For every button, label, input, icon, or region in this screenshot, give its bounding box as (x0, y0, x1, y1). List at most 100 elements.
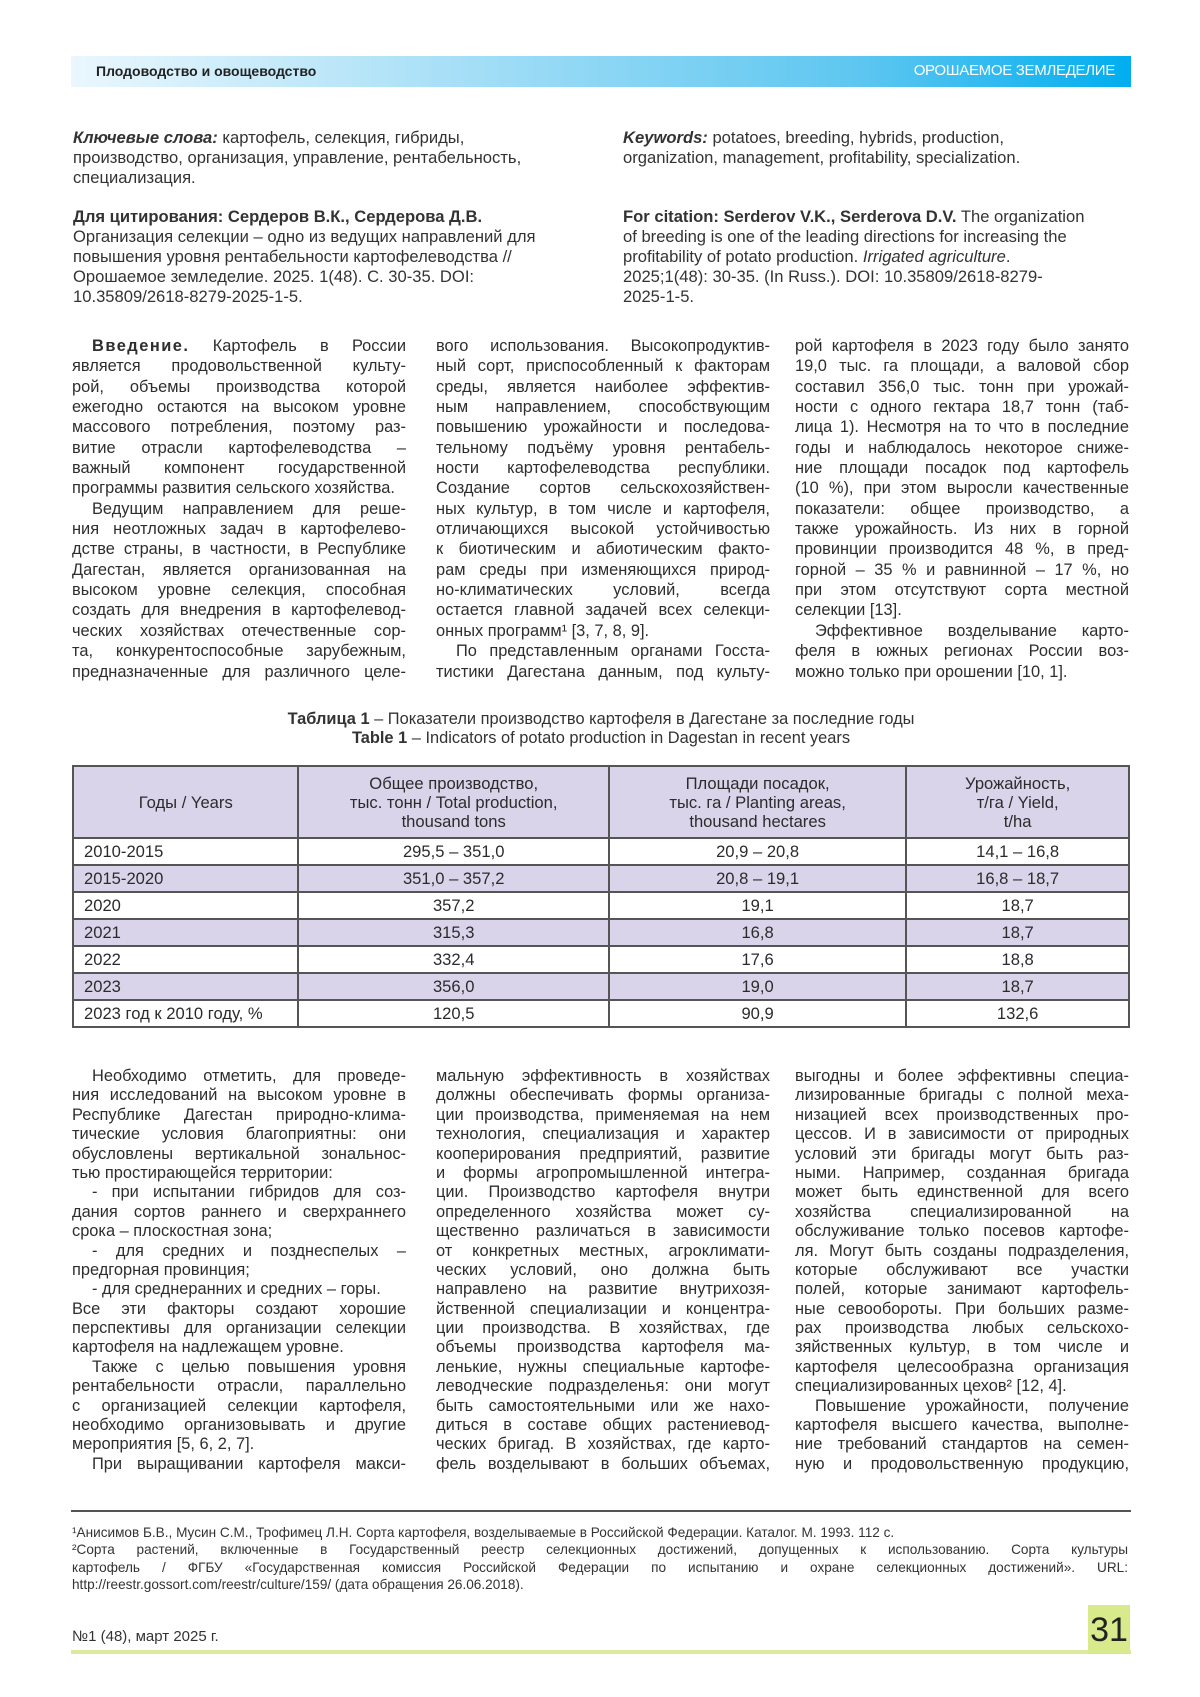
table-cell: 19,1 (609, 892, 906, 919)
text-line: витие отрасли картофелеводства – (72, 438, 406, 458)
text-line: которые обслуживают все участки (795, 1261, 1129, 1280)
text-line: ции производства, применяемая на нем (436, 1106, 770, 1125)
text-line: среды, является наиболее эффектив- (436, 377, 770, 397)
text-line: при этом отсутствуют сорта местной (795, 580, 1129, 600)
table-cell: 2015-2020 (73, 865, 298, 892)
text-line: Эффективное возделывание карто- (795, 621, 1129, 641)
text-line: составил 356,0 тыс. тонн при урожай- (795, 377, 1129, 397)
text-line: объемы производства картофеля ма- (436, 1338, 770, 1357)
text-line: с организацией селекции картофеля, (72, 1397, 406, 1416)
text-line: необходимо организовывать и другие (72, 1416, 406, 1435)
text-line: ние площади посадок под картофель (795, 458, 1129, 478)
text-line: мероприятия [5, 6, 2, 7]. (72, 1435, 406, 1454)
text-line: та, конкурентоспособные зарубежным, (72, 641, 406, 661)
column-header: Урожайность,т/га / Yield,t/ha (906, 766, 1129, 838)
text-line: рам среды при изменяющихся природ- (436, 560, 770, 580)
table-cell: 17,6 (609, 946, 906, 973)
text-line: Картофель в России (189, 337, 406, 355)
text-line: ния неотложных задач в картофелево- (72, 519, 406, 539)
citation-ru-text: Организация селекции – одно из ведущих н… (73, 227, 536, 247)
text-line: картофеля целесообразна организация (795, 1358, 1129, 1377)
text-line: Повышение урожайности, получение (795, 1397, 1129, 1416)
text-line: селекции [13]. (795, 600, 1129, 620)
column-header: Годы / Years (73, 766, 298, 838)
text-line: может быть единственной для всего (795, 1183, 1129, 1202)
text-line: http://reestr.gossort.com/reestr/culture… (72, 1576, 1128, 1593)
text-line: ческих хозяйствах отечественные сор- (72, 621, 406, 641)
column-header-line: т/га / Yield, (917, 793, 1118, 812)
text-line: ции. Производство картофеля внутри (436, 1183, 770, 1202)
table-cell: 2021 (73, 919, 298, 946)
text-line: ежегодно остаются на высоком уровне (72, 397, 406, 417)
text-line: обусловлены вертикальной зональнос- (72, 1145, 406, 1164)
keywords-ru-text: производство, организация, управление, р… (73, 148, 521, 168)
page-number: 31 (1088, 1605, 1130, 1654)
text-line: к биотическим и абиотическим факто- (436, 539, 770, 559)
text-line: полей, которые занимают картофель- (795, 1280, 1129, 1299)
text-line: предназначенные для различного целе- (72, 662, 406, 682)
table-cell: 332,4 (298, 946, 608, 973)
text-line: (10 %), при этом выросли качественные (795, 478, 1129, 498)
text-line: Создание сортов сельскохозяйствен- (436, 478, 770, 498)
text-line: леводческие подразделенья: они могут (436, 1377, 770, 1396)
text-line: повышению урожайности и последова- (436, 417, 770, 437)
table-row: 2022332,417,618,8 (73, 946, 1129, 973)
text-line: является продовольственной культу- (72, 356, 406, 376)
text-line: также урожайность. Из них в горной (795, 519, 1129, 539)
text-line: онных программ¹ [3, 7, 8, 9]. (436, 621, 770, 641)
body-column-5: мальную эффективность в хозяйствахдолжны… (436, 1067, 770, 1474)
text-line: Дагестан, является организованная на (72, 560, 406, 580)
table-cell: 2010-2015 (73, 838, 298, 865)
journal-title: ОРОШАЕМОЕ ЗЕМЛЕДЕЛИЕ (914, 62, 1115, 79)
column-header-line: Урожайность, (917, 774, 1118, 793)
footer-accent-line (71, 1650, 1131, 1654)
keywords-ru-text: специализация. (73, 168, 521, 188)
table-cell: 351,0 – 357,2 (298, 865, 608, 892)
text-line: лица 1). Несмотря на то что в последние (795, 417, 1129, 437)
table-caption-ru: – Показатели производство картофеля в Да… (370, 710, 915, 728)
text-line: ние требований стандартов на семен- (795, 1435, 1129, 1454)
text-line: - при испытании гибридов для соз- (72, 1183, 406, 1202)
text-line: ную и продовольственную продукцию, (795, 1455, 1129, 1474)
text-line: щественно различаться в зависимости (436, 1222, 770, 1241)
table-cell: 16,8 (609, 919, 906, 946)
text-line: условий эти бригады могут быть раз- (795, 1145, 1129, 1164)
text-line: дстве страны, в частности, в Республике (72, 539, 406, 559)
text-line: ческих условий, оно должна быть (436, 1261, 770, 1280)
text-line: специализированных цехов² [12, 4]. (795, 1377, 1129, 1396)
citation-ru-text: Орошаемое земледелие. 2025. 1(48). С. 30… (73, 267, 536, 287)
table-cell: 357,2 (298, 892, 608, 919)
issue-info: №1 (48), март 2025 г. (72, 1628, 219, 1645)
text-line: срока – плоскостная зона; (72, 1222, 406, 1241)
table-cell: 315,3 (298, 919, 608, 946)
citation-ru-text: 10.35809/2618-8279-2025-1-5. (73, 287, 536, 307)
text-line: показатели: общее производство, а (795, 499, 1129, 519)
table-cell: 295,5 – 351,0 (298, 838, 608, 865)
keywords-en-label: Keywords: (623, 128, 708, 147)
text-line: провинции производится 48 %, в пред- (795, 539, 1129, 559)
text-line: Ведущим направлением для реше- (72, 499, 406, 519)
text-line: феля в южных регионах России воз- (795, 641, 1129, 661)
text-line: от конкретных местных, агроклимати- (436, 1242, 770, 1261)
text-line: ческих бригад. В хозяйствах, где карто- (436, 1435, 770, 1454)
text-line: ности картофелеводства республики. (436, 458, 770, 478)
text-line: картофель / ФГБУ «Государственная комисс… (72, 1559, 1128, 1576)
citation-ru-label: Для цитирования: Сердеров В.К., Сердеров… (73, 207, 482, 226)
table-cell: 19,0 (609, 973, 906, 1000)
section-lead: Введение. (92, 337, 189, 355)
text-line: зяйственных культур, в том числе и (795, 1338, 1129, 1357)
table-cell: 18,7 (906, 973, 1129, 1000)
column-header-line: Годы / Years (84, 793, 287, 812)
table-row: 2021315,316,818,7 (73, 919, 1129, 946)
citation-en-text: 2025-1-5. (623, 287, 1084, 307)
text-line: ности с одного гектара 18,7 тонн (таб- (795, 397, 1129, 417)
citation-en-text: The organization (957, 207, 1085, 226)
citation-en-text: profitability of potato production. (623, 247, 863, 266)
column-header: Общее производство,тыс. тонн / Total pro… (298, 766, 608, 838)
column-header: Площади посадок,тыс. га / Planting areas… (609, 766, 906, 838)
body-column-6: выгодны и более эффективны специа-лизиро… (795, 1067, 1129, 1474)
text-line: 19,0 тыс. га площади, а валовой сбор (795, 356, 1129, 376)
keywords-en-text: potatoes, breeding, hybrids, production, (708, 128, 1004, 147)
body-column-4: Необходимо отметить, для проведе-ния исс… (72, 1067, 406, 1474)
table-cell: 2022 (73, 946, 298, 973)
